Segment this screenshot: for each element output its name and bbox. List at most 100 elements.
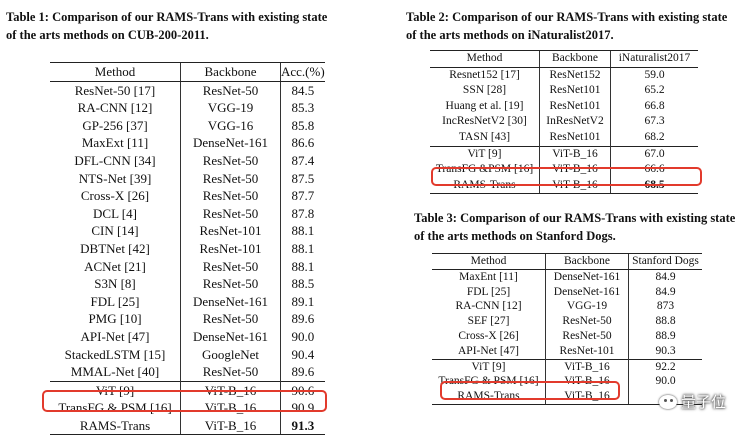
table2-highlight-box <box>431 167 702 186</box>
score-cell: 84.9 <box>628 284 702 300</box>
method-cell: PMG [10] <box>88 311 142 327</box>
table-row: Cross-X [26] ResNet-50 88.9 <box>432 328 702 344</box>
table2: Method Backbone iNaturalist2017 Resnet15… <box>430 50 698 195</box>
table3-caption-line1: Table 3: Comparison of our RAMS-Trans wi… <box>414 211 736 225</box>
method-cell: IncResNetV2 [30] <box>442 115 527 128</box>
backbone-cell: ResNet-50 <box>180 81 281 100</box>
backbone-cell: ResNet101 <box>539 98 611 115</box>
table3-caption: Table 3: Comparison of our RAMS-Trans wi… <box>414 209 735 245</box>
backbone-cell: ViT-B_16 <box>545 358 629 375</box>
score-cell: 85.8 <box>279 116 325 135</box>
table-row: ACNet [21] ResNet-50 88.1 <box>50 257 325 276</box>
table-row: Resnet152 [17] ResNet152 59.0 <box>430 67 698 84</box>
method-cell: GP-256 [37] <box>82 117 148 133</box>
backbone-cell: ViT-B_16 <box>539 145 611 163</box>
backbone-cell: VGG-19 <box>180 99 281 117</box>
score-cell: 88.1 <box>279 239 325 258</box>
backbone-cell: ResNet-50 <box>180 310 281 328</box>
table-row: RA-CNN [12] VGG-19 85.3 <box>50 99 325 117</box>
score-cell: 90.0 <box>628 374 702 390</box>
score-cell: 84.5 <box>279 81 325 100</box>
table3-caption-line2: of the arts methods on Stanford Dogs. <box>414 229 616 243</box>
table1-header-backbone: Backbone <box>180 62 281 82</box>
method-cell: RAMS-Trans <box>50 416 181 435</box>
backbone-cell: ResNet101 <box>539 129 611 147</box>
method-cell: FDL [25] <box>466 285 511 298</box>
table1-caption-line1: Table 1: Comparison of our RAMS-Trans wi… <box>6 10 328 24</box>
backbone-cell: ResNet-50 <box>180 169 281 188</box>
method-cell: API-Net [47] <box>80 328 150 344</box>
table-row: SEF [27] ResNet-50 88.8 <box>432 314 702 329</box>
method-cell: API-Net [47] <box>458 344 519 357</box>
table-row: API-Net [47] DenseNet-161 90.0 <box>50 327 325 346</box>
table-row: S3N [8] ResNet-50 88.5 <box>50 275 325 293</box>
method-cell: SEF [27] <box>467 315 510 328</box>
backbone-cell: DenseNet-161 <box>545 269 629 285</box>
score-cell: 85.3 <box>279 99 325 117</box>
method-cell: StackedLSTM [15] <box>64 346 166 362</box>
score-cell: 873 <box>628 299 702 315</box>
backbone-cell: ResNet-101 <box>180 239 281 258</box>
table1: Method Backbone Acc.(%) ResNet-50 [17] Re… <box>50 62 325 435</box>
backbone-cell: DenseNet-161 <box>180 327 281 346</box>
table-row: MaxExt [11] DenseNet-161 86.6 <box>50 134 325 152</box>
backbone-cell: ResNet-50 <box>180 204 281 223</box>
table1-caption: Table 1: Comparison of our RAMS-Trans wi… <box>6 8 327 44</box>
table2-caption-line1: Table 2: Comparison of our RAMS-Trans wi… <box>406 10 728 24</box>
table1-header-row: Method Backbone Acc.(%) <box>50 62 325 82</box>
method-cell: ViT [9] <box>430 145 540 163</box>
method-cell: FDL [25] <box>90 293 140 309</box>
table-row: SSN [28] ResNet101 65.2 <box>430 83 698 99</box>
table1-caption-line2: of the arts methods on CUB-200-2011. <box>6 28 209 42</box>
method-cell: MaxEnt [11] <box>459 270 518 283</box>
watermark-text: 量子位 <box>680 393 726 411</box>
table-row: DFL-CNN [34] ResNet-50 87.4 <box>50 151 325 170</box>
score-cell: 84.9 <box>628 269 702 285</box>
table3-header-row: Method Backbone Stanford Dogs <box>432 253 702 270</box>
method-cell: DBTNet [42] <box>80 240 150 256</box>
table-row: MaxEnt [11] DenseNet-161 84.9 <box>432 269 702 285</box>
backbone-cell: DenseNet-161 <box>180 292 281 311</box>
table2-header-method: Method <box>430 50 540 68</box>
score-cell: 91.3 <box>279 416 325 435</box>
method-cell: DCL [4] <box>93 205 137 221</box>
score-cell: 59.0 <box>610 67 698 84</box>
table3-header-stanford-dogs: Stanford Dogs <box>628 253 702 270</box>
table-row: IncResNetV2 [30] InResNetV2 67.3 <box>430 114 698 130</box>
backbone-cell: DenseNet-161 <box>180 134 281 152</box>
backbone-cell: GoogleNet <box>180 345 281 364</box>
table2-header-row: Method Backbone iNaturalist2017 <box>430 50 698 68</box>
method-cell: DFL-CNN [34] <box>74 152 156 168</box>
score-cell: 67.0 <box>610 145 698 163</box>
backbone-cell: ViT-B_16 <box>539 162 611 178</box>
score-cell: 65.2 <box>610 83 698 99</box>
table-row: ResNet-50 [17] ResNet-50 84.5 <box>50 81 325 100</box>
table-row: Cross-X [26] ResNet-50 87.7 <box>50 187 325 205</box>
score-cell: 87.8 <box>279 204 325 223</box>
score-cell: 92.2 <box>628 358 702 375</box>
table-row: API-Net [47] ResNet-101 90.3 <box>432 343 702 360</box>
table3-header-method: Method <box>432 253 546 270</box>
method-cell: Resnet152 [17] <box>449 68 520 81</box>
backbone-cell: VGG-19 <box>545 299 629 315</box>
table-row: Huang et al. [19] ResNet101 66.8 <box>430 98 698 115</box>
table-row-highlighted: RAMS-Trans ViT-B_16 91.3 <box>50 416 325 435</box>
table3: Method Backbone Stanford Dogs MaxEnt [11… <box>432 253 702 405</box>
method-cell: RA-CNN [12] <box>77 100 153 116</box>
backbone-cell: ResNet-50 <box>545 314 629 329</box>
table-row: MMAL-Net [40] ResNet-50 89.6 <box>50 363 325 382</box>
backbone-cell: ResNet-50 <box>180 257 281 276</box>
table1-header-method: Method <box>50 62 181 82</box>
method-cell: SSN [28] <box>462 84 507 97</box>
method-cell: Cross-X [26] <box>458 329 519 342</box>
table1-highlight-box <box>42 390 327 412</box>
score-cell: 88.9 <box>628 328 702 344</box>
table2-header-inaturalist: iNaturalist2017 <box>610 50 698 68</box>
method-cell: ResNet-50 [17] <box>74 82 156 98</box>
backbone-cell: VGG-16 <box>180 116 281 135</box>
backbone-cell: ResNet-50 <box>180 151 281 170</box>
table2-caption-line2: of the arts methods on iNaturalist2017. <box>406 28 614 42</box>
method-cell: ACNet [21] <box>84 258 146 274</box>
table-row: TASN [43] ResNet101 68.2 <box>430 129 698 147</box>
score-cell: 88.5 <box>279 275 325 293</box>
